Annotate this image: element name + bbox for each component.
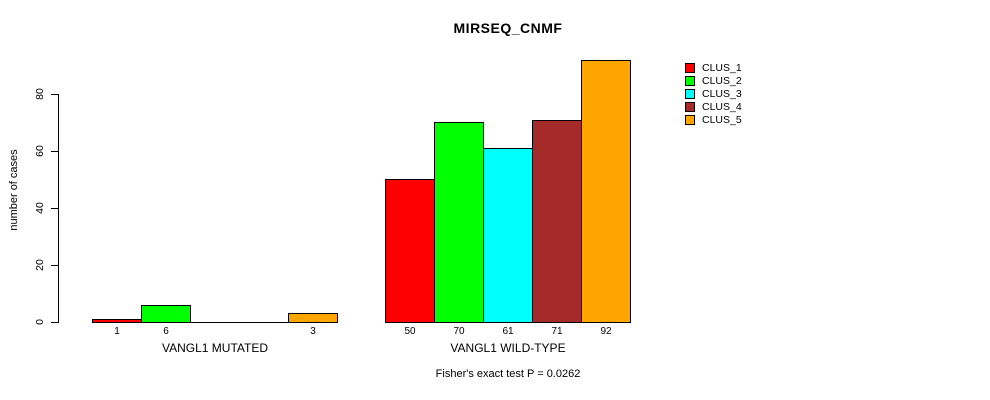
- bar-value-label: 92: [600, 326, 612, 337]
- chart-title: MIRSEQ_CNMF: [453, 20, 563, 36]
- legend-swatch: [685, 115, 695, 125]
- bar-value-label: 1: [114, 326, 120, 337]
- group-label: VANGL1 MUTATED: [161, 341, 269, 355]
- legend-label: CLUS_4: [702, 101, 742, 113]
- bar-value-label: 61: [502, 326, 514, 337]
- bar-clus_2: [434, 122, 484, 323]
- y-axis-tick-label: 60: [34, 145, 46, 157]
- legend-label: CLUS_3: [702, 88, 742, 100]
- legend-label: CLUS_5: [702, 114, 742, 126]
- legend-swatch: [685, 76, 695, 86]
- group-baseline: [92, 322, 338, 323]
- y-axis-tick-label: 0: [34, 319, 46, 325]
- bar-value-label: 71: [551, 326, 563, 337]
- bar-value-label: 50: [404, 326, 416, 337]
- y-axis-tick-label: 20: [34, 259, 46, 271]
- legend-swatch: [685, 89, 695, 99]
- y-axis-tick: [51, 94, 58, 95]
- bar-clus_3: [483, 148, 533, 323]
- y-axis-line: [58, 94, 59, 323]
- bar-clus_1: [92, 319, 142, 323]
- bar-clus_1: [385, 179, 435, 323]
- legend-swatch: [685, 63, 695, 73]
- fisher-test-footnote: Fisher's exact test P = 0.0262: [435, 368, 581, 380]
- legend-label: CLUS_2: [702, 75, 742, 87]
- bar-value-label: 6: [163, 326, 169, 337]
- y-axis-tick: [51, 208, 58, 209]
- legend-swatch: [685, 102, 695, 112]
- y-axis-tick-label: 40: [34, 202, 46, 214]
- bar-clus_2: [141, 305, 191, 323]
- y-axis-label: number of cases: [8, 149, 20, 231]
- bar-value-label: 3: [310, 326, 316, 337]
- bar-value-label: 70: [453, 326, 465, 337]
- y-axis-tick: [51, 322, 58, 323]
- bar-clus_5: [581, 60, 631, 323]
- y-axis-tick: [51, 151, 58, 152]
- bar-clus_5: [288, 313, 338, 323]
- legend-label: CLUS_1: [702, 62, 742, 74]
- group-label: VANGL1 WILD-TYPE: [450, 341, 566, 355]
- bar-clus_4: [532, 120, 582, 323]
- y-axis-tick: [51, 265, 58, 266]
- y-axis-tick-label: 80: [34, 88, 46, 100]
